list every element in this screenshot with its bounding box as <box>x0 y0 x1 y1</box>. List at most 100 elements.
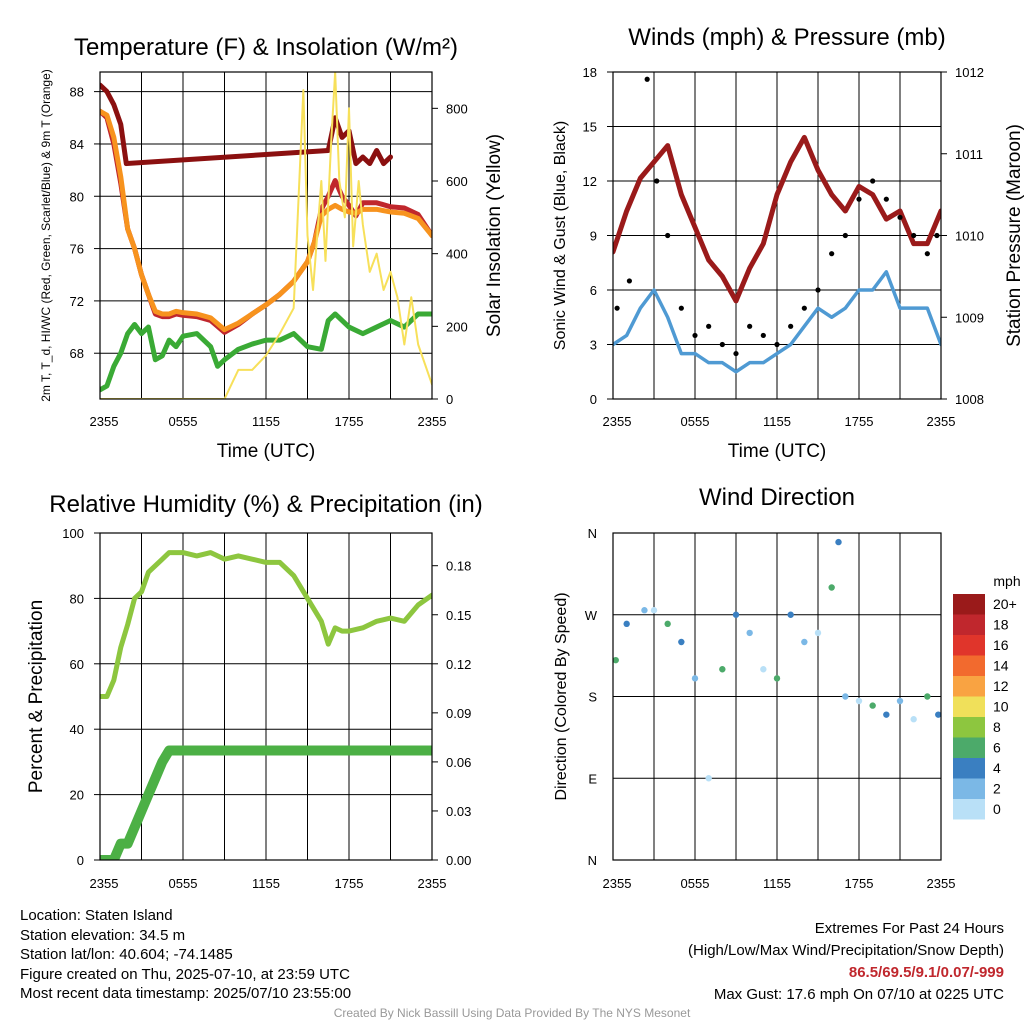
gust-point <box>614 305 620 311</box>
y-tick-label: 68 <box>70 346 84 361</box>
y2-tick-label: 600 <box>446 174 468 189</box>
colorbar-label: 20+ <box>993 596 1017 612</box>
y-tick-label: 3 <box>590 338 597 353</box>
colorbar-title: mph <box>993 573 1020 589</box>
gust-point <box>829 251 835 257</box>
colorbar-label: 2 <box>993 781 1001 797</box>
created-text: Figure created on Thu, 2025-07-10, at 23… <box>20 965 350 983</box>
direction-point <box>691 675 699 682</box>
y-tick-label: 84 <box>70 137 84 152</box>
series-line-sonic-wind <box>613 270 941 374</box>
y-tick-label: 20 <box>70 788 84 803</box>
colorbar-label: 16 <box>993 637 1009 653</box>
y2-tick-label: 0.09 <box>446 706 471 721</box>
gust-point <box>842 232 848 239</box>
x-tick-label: 0555 <box>681 876 710 891</box>
gust-point <box>897 214 903 220</box>
series-line-station-pressure <box>613 134 941 304</box>
direction-point <box>896 697 904 705</box>
x-tick-label: 2355 <box>603 876 632 891</box>
colorbar-label: 14 <box>993 658 1009 674</box>
direction-point <box>814 629 822 637</box>
x-tick-label: 1155 <box>763 414 791 429</box>
direction-point <box>705 775 712 782</box>
direction-point <box>924 693 931 700</box>
gust-point <box>719 341 725 348</box>
x-axis-label: Time (UTC) <box>217 441 316 462</box>
x-tick-label: 1155 <box>252 414 280 429</box>
recent-data-text: Most recent data timestamp: 2025/07/10 2… <box>20 985 352 1002</box>
colorbar-label: 18 <box>993 617 1009 633</box>
y-tick-label: 72 <box>70 294 84 309</box>
direction-point <box>746 629 753 637</box>
y-tick-label: W <box>585 608 598 623</box>
plot-frame <box>612 71 942 400</box>
gust-point <box>815 287 821 293</box>
y-tick-label: 60 <box>70 657 84 672</box>
y2-tick-label: 800 <box>446 101 468 116</box>
direction-point <box>883 711 890 718</box>
max-gust-text: Max Gust: 17.6 mph On 07/10 at 0225 UTC <box>713 986 1004 1003</box>
direction-point <box>828 584 835 591</box>
colorbar-swatch <box>953 676 985 697</box>
x-tick-label: 2355 <box>90 876 119 891</box>
direction-point <box>678 638 685 646</box>
y2-tick-label: 0 <box>446 392 453 407</box>
colorbar-swatch <box>953 799 985 820</box>
y2-tick-label: 0.15 <box>446 608 471 623</box>
y-tick-label: 12 <box>583 174 597 189</box>
colorbar-label: 0 <box>993 801 1001 817</box>
gust-point <box>678 305 684 311</box>
gust-point <box>644 76 650 82</box>
series-group <box>613 76 941 374</box>
y2-tick-label: 200 <box>446 319 468 334</box>
x-tick-label: 2355 <box>603 414 632 429</box>
colorbar-swatch <box>953 655 985 676</box>
series-group <box>100 550 432 860</box>
y2-tick-label: 0.18 <box>446 559 471 574</box>
plot-frame <box>99 532 433 861</box>
chart-panel-1: Temperature (F) & Insolation (W/m²) 68 72 7… <box>39 34 505 462</box>
gust-point <box>911 232 917 239</box>
y2-tick-label: 400 <box>446 247 468 262</box>
direction-point <box>613 656 619 664</box>
x-tick-label: 1755 <box>335 414 364 429</box>
direction-point <box>760 666 767 673</box>
y2-tick-label: 0.12 <box>446 657 471 672</box>
chart-title: Temperature (F) & Insolation (W/m²) <box>74 34 458 61</box>
y2-tick-label: 1009 <box>955 310 984 325</box>
y-tick-label: 80 <box>70 591 84 606</box>
series-line-9m-t <box>100 108 432 333</box>
y-axis-label-left: Percent & Precipitation <box>26 600 47 793</box>
y-tick-label: N <box>588 526 597 541</box>
x-tick-label: 0555 <box>169 414 198 429</box>
x-tick-label: 0555 <box>169 876 198 891</box>
series-line-relative-humidity <box>100 550 432 699</box>
colorbar-label: 6 <box>993 740 1001 756</box>
y2-tick-label: 0.00 <box>446 853 471 868</box>
colorbar-swatch <box>953 594 985 615</box>
direction-point <box>869 702 876 709</box>
direction-point <box>773 675 781 682</box>
x-tick-label: 2355 <box>418 876 447 891</box>
direction-point <box>801 638 808 646</box>
direction-point <box>732 611 740 618</box>
gust-point <box>801 305 807 311</box>
series-group <box>613 538 941 782</box>
colorbar-swatch <box>953 635 985 656</box>
colorbar-swatch <box>953 717 985 738</box>
direction-point <box>719 666 726 673</box>
plot-frame <box>99 71 433 400</box>
y-axis-label-left: 2m T, T_d, HI/WC (Red, Green, Scarlet/Bl… <box>39 69 53 402</box>
colorbar-swatch <box>953 696 985 717</box>
direction-point <box>623 620 630 628</box>
y-axis-label-left: Sonic Wind & Gust (Blue, Black) <box>552 121 569 350</box>
y2-tick-label: 1008 <box>955 392 984 407</box>
gust-point <box>924 251 930 257</box>
elevation-text: Station elevation: 34.5 m <box>20 926 186 944</box>
series-line-heat-index <box>100 82 393 167</box>
colorbar-swatch <box>953 778 985 799</box>
gust-point <box>706 323 712 329</box>
x-tick-label: 0555 <box>681 414 710 429</box>
